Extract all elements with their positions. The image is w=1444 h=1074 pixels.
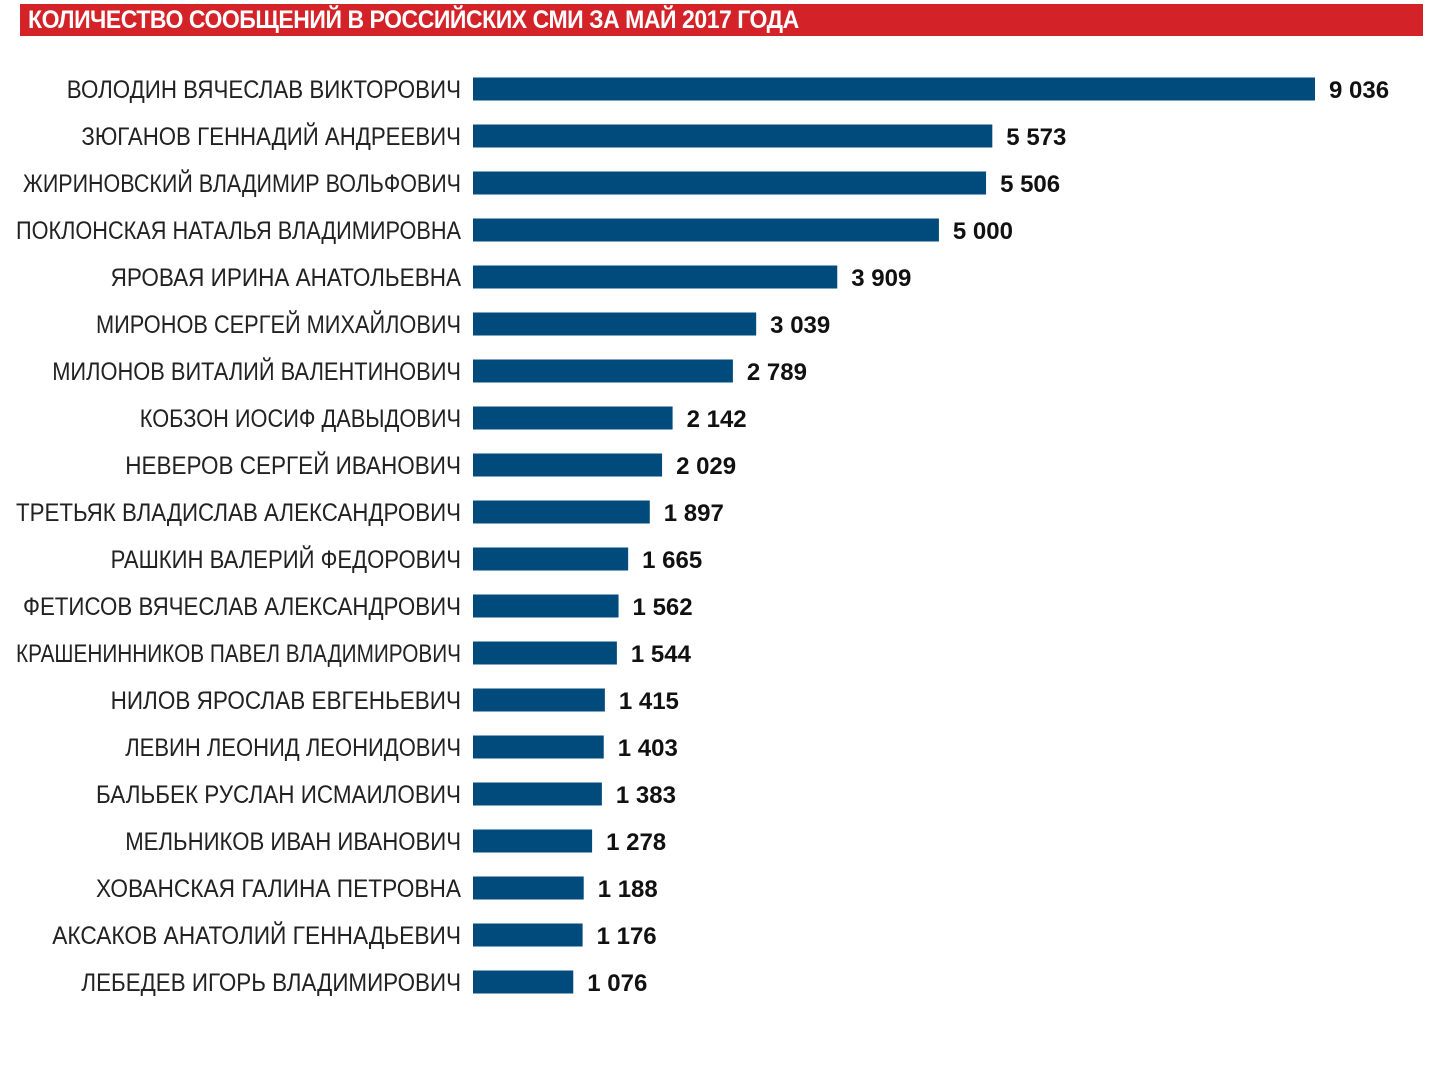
value-label: 1 415: [619, 688, 679, 715]
bar: [473, 782, 602, 806]
value-label: 5 573: [1006, 124, 1066, 151]
bar: [473, 500, 650, 524]
bar: [473, 594, 619, 618]
value-label: 2 789: [747, 359, 807, 386]
bar: [473, 923, 583, 947]
value-label: 1 188: [598, 876, 658, 903]
category-label: БАЛЬБЕК РУСЛАН ИСМАИЛОВИЧ: [96, 781, 461, 809]
title-bar: КОЛИЧЕСТВО СООБЩЕНИЙ В РОССИЙСКИХ СМИ ЗА…: [20, 4, 1423, 36]
category-label: ТРЕТЬЯК ВЛАДИСЛАВ АЛЕКСАНДРОВИЧ: [16, 499, 461, 527]
chart-title: КОЛИЧЕСТВО СООБЩЕНИЙ В РОССИЙСКИХ СМИ ЗА…: [28, 6, 799, 34]
value-label: 5 506: [1000, 171, 1060, 198]
value-label: 2 029: [676, 453, 736, 480]
value-label: 1 278: [606, 829, 666, 856]
bar: [473, 406, 673, 430]
bar: [473, 970, 574, 994]
bar: [473, 218, 939, 242]
bar: [473, 312, 757, 336]
value-label: 2 142: [687, 406, 747, 433]
category-label: КОБЗОН ИОСИФ ДАВЫДОВИЧ: [140, 405, 461, 433]
bar: [473, 453, 663, 477]
category-label: КРАШЕНИННИКОВ ПАВЕЛ ВЛАДИМИРОВИЧ: [16, 640, 461, 668]
value-label: 1 403: [618, 735, 678, 762]
value-label: 1 665: [642, 547, 702, 574]
bars: [473, 77, 1315, 994]
category-label: ВОЛОДИН ВЯЧЕСЛАВ ВИКТОРОВИЧ: [67, 76, 461, 104]
category-label: ЛЕБЕДЕВ ИГОРЬ ВЛАДИМИРОВИЧ: [81, 969, 461, 997]
category-label: МИЛОНОВ ВИТАЛИЙ ВАЛЕНТИНОВИЧ: [52, 356, 461, 386]
value-label: 5 000: [953, 218, 1013, 245]
bar: [473, 359, 733, 383]
category-label: НИЛОВ ЯРОСЛАВ ЕВГЕНЬЕВИЧ: [111, 687, 461, 715]
value-label: 1 562: [633, 594, 693, 621]
category-label: ХОВАНСКАЯ ГАЛИНА ПЕТРОВНА: [96, 875, 461, 903]
category-label: МЕЛЬНИКОВ ИВАН ИВАНОВИЧ: [125, 828, 461, 856]
bar: [473, 265, 838, 289]
value-label: 9 036: [1329, 77, 1389, 104]
value-label: 1 544: [631, 641, 692, 668]
value-label: 1 176: [597, 923, 657, 950]
category-label: ЛЕВИН ЛЕОНИД ЛЕОНИДОВИЧ: [125, 734, 461, 762]
bar: [473, 641, 617, 665]
category-label: НЕВЕРОВ СЕРГЕЙ ИВАНОВИЧ: [125, 450, 461, 480]
category-label: АКСАКОВ АНАТОЛИЙ ГЕННАДЬЕВИЧ: [52, 920, 461, 950]
category-label: РАШКИН ВАЛЕРИЙ ФЕДОРОВИЧ: [111, 544, 461, 574]
bar: [473, 688, 605, 712]
bar: [473, 77, 1315, 101]
category-label: ПОКЛОНСКАЯ НАТАЛЬЯ ВЛАДИМИРОВНА: [16, 217, 461, 245]
value-label: 3 909: [851, 265, 911, 292]
category-label: ЖИРИНОВСКИЙ ВЛАДИМИР ВОЛЬФОВИЧ: [23, 168, 461, 198]
value-label: 1 897: [664, 500, 724, 527]
value-label: 1 076: [587, 970, 647, 997]
bar: [473, 829, 593, 853]
value-label: 1 383: [616, 782, 676, 809]
bar: [473, 876, 584, 900]
bar: [473, 124, 993, 148]
bar: [473, 735, 604, 759]
bar: [473, 171, 987, 195]
value-label: 3 039: [770, 312, 830, 339]
bar: [473, 547, 629, 571]
category-label: ЯРОВАЯ ИРИНА АНАТОЛЬЕВНА: [111, 264, 462, 292]
category-label: ФЕТИСОВ ВЯЧЕСЛАВ АЛЕКСАНДРОВИЧ: [23, 593, 461, 621]
category-labels: ВОЛОДИН ВЯЧЕСЛАВ ВИКТОРОВИЧ ЗЮГАНОВ ГЕННА…: [16, 76, 461, 997]
category-label: ЗЮГАНОВ ГЕННАДИЙ АНДРЕЕВИЧ: [81, 121, 461, 151]
category-label: МИРОНОВ СЕРГЕЙ МИХАЙЛОВИЧ: [96, 309, 461, 339]
